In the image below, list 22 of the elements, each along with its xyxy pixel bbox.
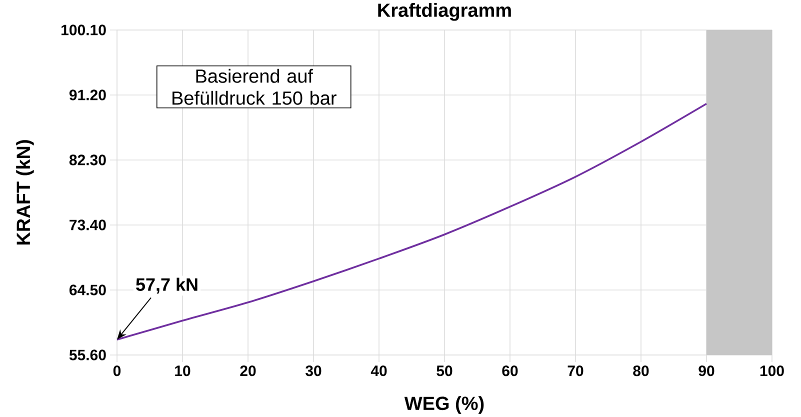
y-tick-label: 73.40 [70,220,106,230]
x-tick-label: 10 [175,366,190,376]
x-tick-label: 100 [760,366,784,376]
x-tick-label: 60 [502,366,518,376]
x-tick-label: 90 [698,366,714,376]
chart-title: Kraftdiagramm [378,3,511,21]
y-tick-label: 64.50 [69,284,106,296]
y-tick-label: 55.60 [69,350,106,360]
annotation: 57,7 kN [136,278,198,294]
x-tick-label: 70 [568,366,584,376]
x-tick-label: 20 [240,366,256,376]
y-tick-label: 100.10 [62,24,106,36]
x-tick-label: 30 [306,366,322,376]
annotation: Basierend auf Befülldruck 150 bar [172,68,336,105]
x-axis-title: WEG (%) [404,396,484,414]
y-tick-label: 91.20 [69,90,106,100]
x-tick-label: 40 [370,366,387,376]
y-axis-title: KRAFT (kN) [16,140,34,245]
y-tick-label: 82.30 [69,154,106,166]
x-tick-label: 80 [633,366,649,376]
x-tick-label: 0 [113,366,121,376]
x-tick-label: 50 [436,366,452,376]
